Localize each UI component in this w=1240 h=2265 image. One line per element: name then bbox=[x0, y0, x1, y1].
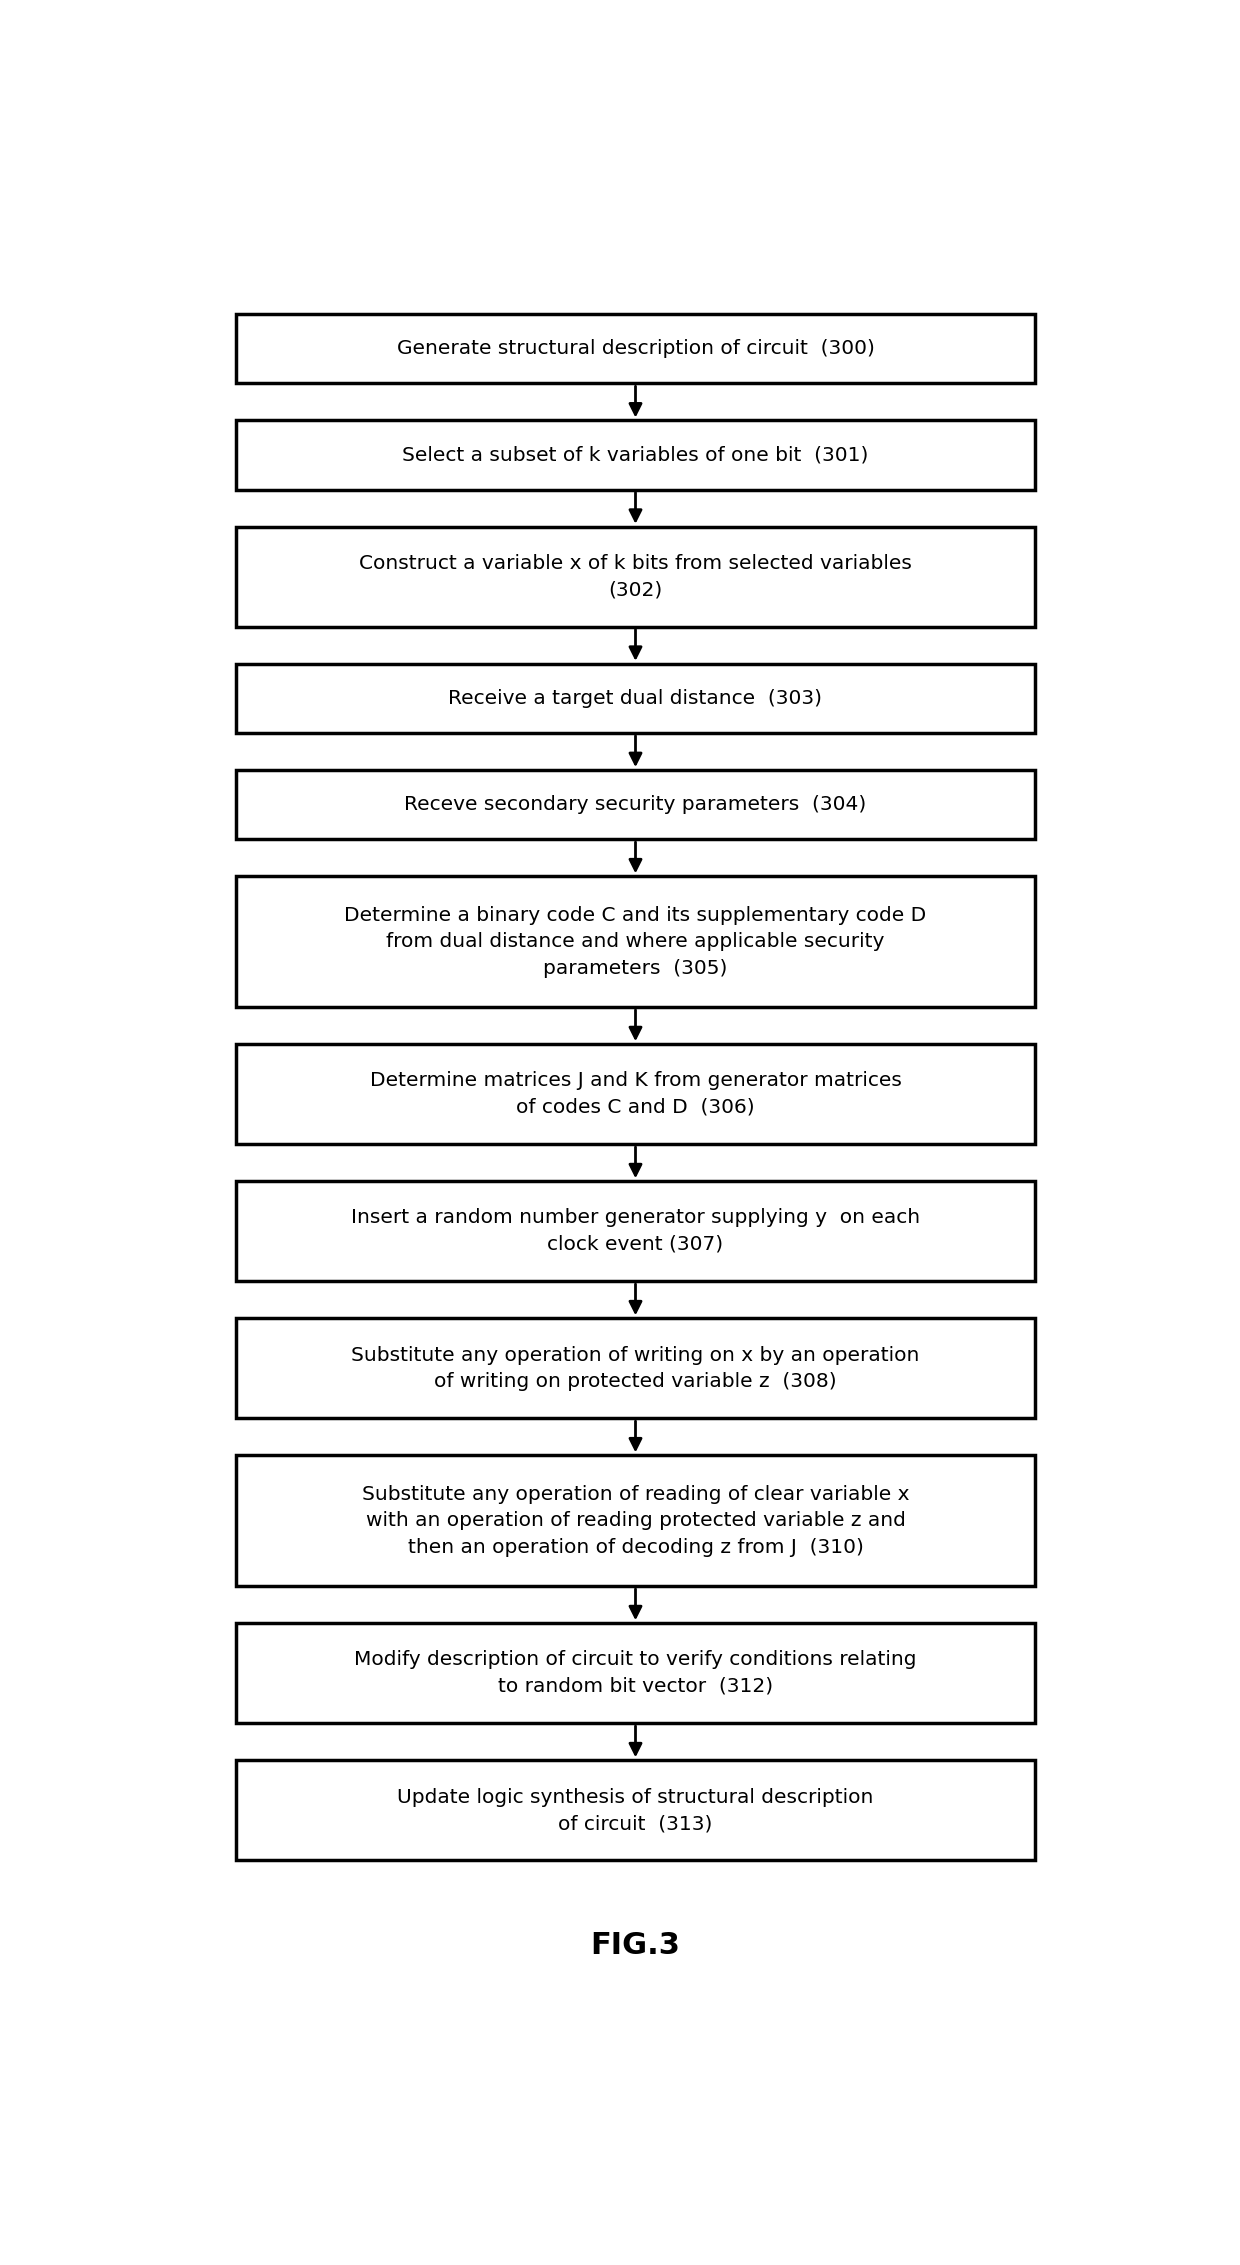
Text: Select a subset of k variables of one bit  (301): Select a subset of k variables of one bi… bbox=[402, 446, 869, 464]
Text: Generate structural description of circuit  (300): Generate structural description of circu… bbox=[397, 340, 874, 358]
Text: FIG.3: FIG.3 bbox=[590, 1930, 681, 1959]
Bar bbox=[237, 1044, 1034, 1144]
Text: Substitute any operation of writing on x by an operation
of writing on protected: Substitute any operation of writing on x… bbox=[351, 1345, 920, 1391]
Text: Update logic synthesis of structural description
of circuit  (313): Update logic synthesis of structural des… bbox=[397, 1787, 874, 1832]
Bar bbox=[237, 1180, 1034, 1282]
Bar bbox=[237, 877, 1034, 1008]
Bar bbox=[237, 1318, 1034, 1418]
Bar bbox=[237, 1760, 1034, 1860]
Text: Substitute any operation of reading of clear variable x
with an operation of rea: Substitute any operation of reading of c… bbox=[362, 1486, 909, 1556]
Text: Determine a binary code C and its supplementary code D
from dual distance and wh: Determine a binary code C and its supple… bbox=[345, 906, 926, 978]
Text: Receive a target dual distance  (303): Receive a target dual distance (303) bbox=[449, 689, 822, 709]
Text: Receve secondary security parameters  (304): Receve secondary security parameters (30… bbox=[404, 795, 867, 813]
Text: Construct a variable x of k bits from selected variables
(302): Construct a variable x of k bits from se… bbox=[360, 555, 911, 600]
Text: Modify description of circuit to verify conditions relating
to random bit vector: Modify description of circuit to verify … bbox=[355, 1651, 916, 1696]
Bar bbox=[237, 315, 1034, 383]
Bar bbox=[237, 528, 1034, 627]
Text: Determine matrices J and K from generator matrices
of codes C and D  (306): Determine matrices J and K from generato… bbox=[370, 1071, 901, 1117]
Text: Insert a random number generator supplying y  on each
clock event (307): Insert a random number generator supplyi… bbox=[351, 1210, 920, 1255]
Bar bbox=[237, 421, 1034, 489]
Bar bbox=[237, 664, 1034, 734]
Bar bbox=[237, 1624, 1034, 1724]
Bar bbox=[237, 1456, 1034, 1585]
Bar bbox=[237, 770, 1034, 840]
